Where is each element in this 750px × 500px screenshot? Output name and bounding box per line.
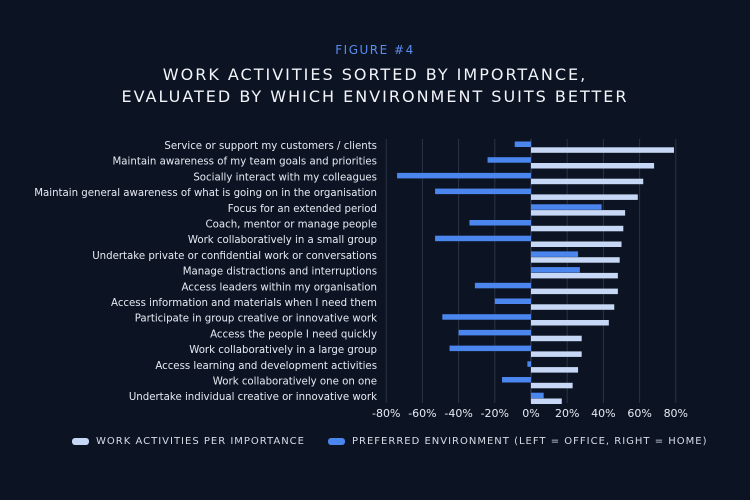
bar-importance [531,210,626,216]
legend-label-importance: WORK ACTIVITIES PER IMPORTANCE [96,436,305,447]
bar-importance [531,320,609,326]
legend-item-environment: PREFERRED ENVIRONMENT (LEFT = OFFICE, RI… [328,436,708,447]
legend-swatch-environment [328,438,345,445]
x-tick-label: 80% [664,407,688,420]
category-label: Work collaboratively in a large group [189,345,377,356]
bar-environment [531,204,602,210]
category-label: Access learning and development activiti… [155,361,377,372]
bar-environment [442,314,531,320]
category-label: Maintain awareness of my team goals and … [113,157,378,168]
bar-environment [449,345,531,352]
bar-environment [469,220,531,226]
bar-environment [458,329,531,336]
category-label: Focus for an extended period [228,204,377,215]
figure-label: FIGURE #4 [335,43,415,57]
x-tick-label: -80% [372,407,400,420]
bar-environment [397,172,531,179]
chart-title-line-1: WORK ACTIVITIES SORTED BY IMPORTANCE, [162,65,588,84]
legend-item-importance: WORK ACTIVITIES PER IMPORTANCE [72,436,305,447]
category-label: Undertake individual creative or innovat… [129,392,377,403]
category-label: Access the people I need quickly [210,329,377,340]
legend-label-environment: PREFERRED ENVIRONMENT (LEFT = OFFICE, RI… [352,436,708,447]
bar-environment [487,157,531,163]
bar-importance [531,241,622,247]
category-label: Service or support my customers / client… [164,141,377,152]
legend: WORK ACTIVITIES PER IMPORTANCE PREFERRED… [0,436,750,452]
chart-title-line-2: EVALUATED BY WHICH ENVIRONMENT SUITS BET… [121,87,629,106]
category-label: Maintain general awareness of what is go… [34,188,377,199]
bar-importance [531,335,582,342]
category-label: Work collaboratively in a small group [188,235,377,246]
bar-importance [531,194,638,200]
bars [397,141,674,404]
category-labels: Service or support my customers / client… [34,141,377,403]
x-tick-labels: -80% -60% -40% -20% 0% 20% 40% 60% 80% [372,407,688,420]
bar-environment [494,298,531,304]
x-tick-label: -20% [481,407,509,420]
chart-title: WORK ACTIVITIES SORTED BY IMPORTANCE, EV… [0,64,750,108]
bar-importance [531,398,562,404]
bar-importance [531,163,655,169]
bar-environment [527,361,531,367]
category-label: Coach, mentor or manage people [206,220,377,231]
bar-environment [514,141,531,147]
bar-environment [474,282,531,289]
x-tick-label: 60% [627,407,651,420]
bar-importance [531,382,573,389]
bar-importance [531,178,644,185]
category-label: Manage distractions and interruptions [183,267,377,278]
bar-environment [531,392,544,399]
x-tick-label: 20% [555,407,579,420]
category-label: Access leaders within my organisation [181,282,377,293]
legend-swatch-importance [72,438,89,445]
bar-environment [435,188,531,195]
bar-importance [531,288,618,295]
category-label: Participate in group creative or innovat… [135,314,377,325]
bar-importance [531,257,620,263]
bar-importance [531,225,624,232]
category-label: Work collaboratively one on one [213,377,377,388]
bar-importance [531,147,674,153]
category-label: Access information and materials when I … [111,298,377,309]
bar-importance [531,367,579,373]
category-label: Undertake private or confidential work o… [92,251,377,262]
x-tick-label: -60% [408,407,436,420]
bar-importance [531,304,615,310]
bar-environment [531,251,579,257]
bar-environment [531,267,580,273]
x-tick-label: 0% [522,407,539,420]
bar-environment [502,377,531,383]
bar-environment [435,235,531,242]
x-tick-label: 40% [591,407,615,420]
bar-importance [531,351,582,357]
bar-importance [531,272,618,279]
x-tick-label: -40% [444,407,472,420]
category-label: Socially interact with my colleagues [193,172,377,183]
